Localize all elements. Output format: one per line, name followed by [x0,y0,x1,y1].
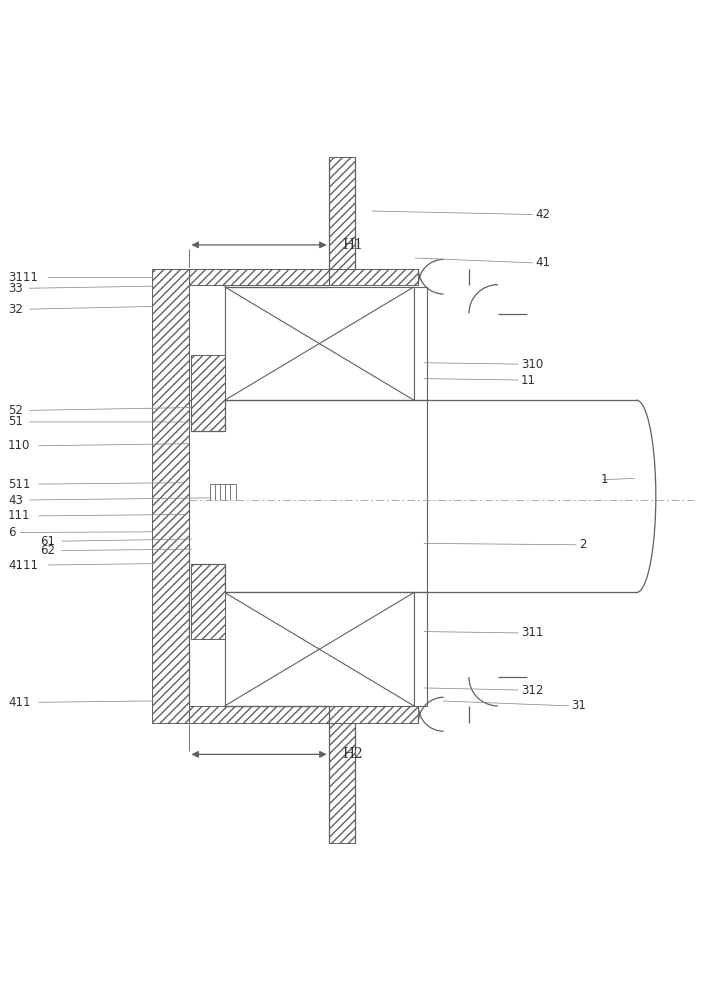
Text: 111: 111 [8,509,30,522]
Text: 411: 411 [8,696,30,709]
Text: 62: 62 [41,544,56,557]
Text: 1: 1 [600,473,608,486]
Text: 312: 312 [521,684,543,697]
Text: 32: 32 [8,303,22,316]
Text: 52: 52 [8,404,22,417]
Text: 2: 2 [578,538,586,551]
Bar [153,269,188,723]
Text: 51: 51 [8,415,22,428]
Text: 33: 33 [8,282,22,295]
Text: 43: 43 [8,494,22,507]
Text: 4111: 4111 [8,559,38,572]
Text: 41: 41 [536,256,550,269]
Bar [329,723,355,843]
Bar [414,592,427,706]
Bar [188,706,418,723]
Bar [224,287,414,400]
Bar [414,287,427,400]
Text: 511: 511 [8,478,30,491]
Text: 6: 6 [8,526,15,539]
Text: 311: 311 [521,626,543,639]
Bar [188,400,427,592]
Text: H2: H2 [342,747,363,761]
Bar [190,355,224,431]
Text: 3111: 3111 [8,271,38,284]
Text: 110: 110 [8,439,30,452]
Bar [188,269,418,285]
Text: 42: 42 [536,208,550,221]
Bar [329,157,355,269]
Text: 11: 11 [521,374,536,387]
Bar [190,564,224,639]
Text: H1: H1 [342,238,363,252]
Text: 61: 61 [41,535,56,548]
Text: 31: 31 [571,699,586,712]
Bar [224,592,414,706]
Text: 310: 310 [521,358,543,371]
